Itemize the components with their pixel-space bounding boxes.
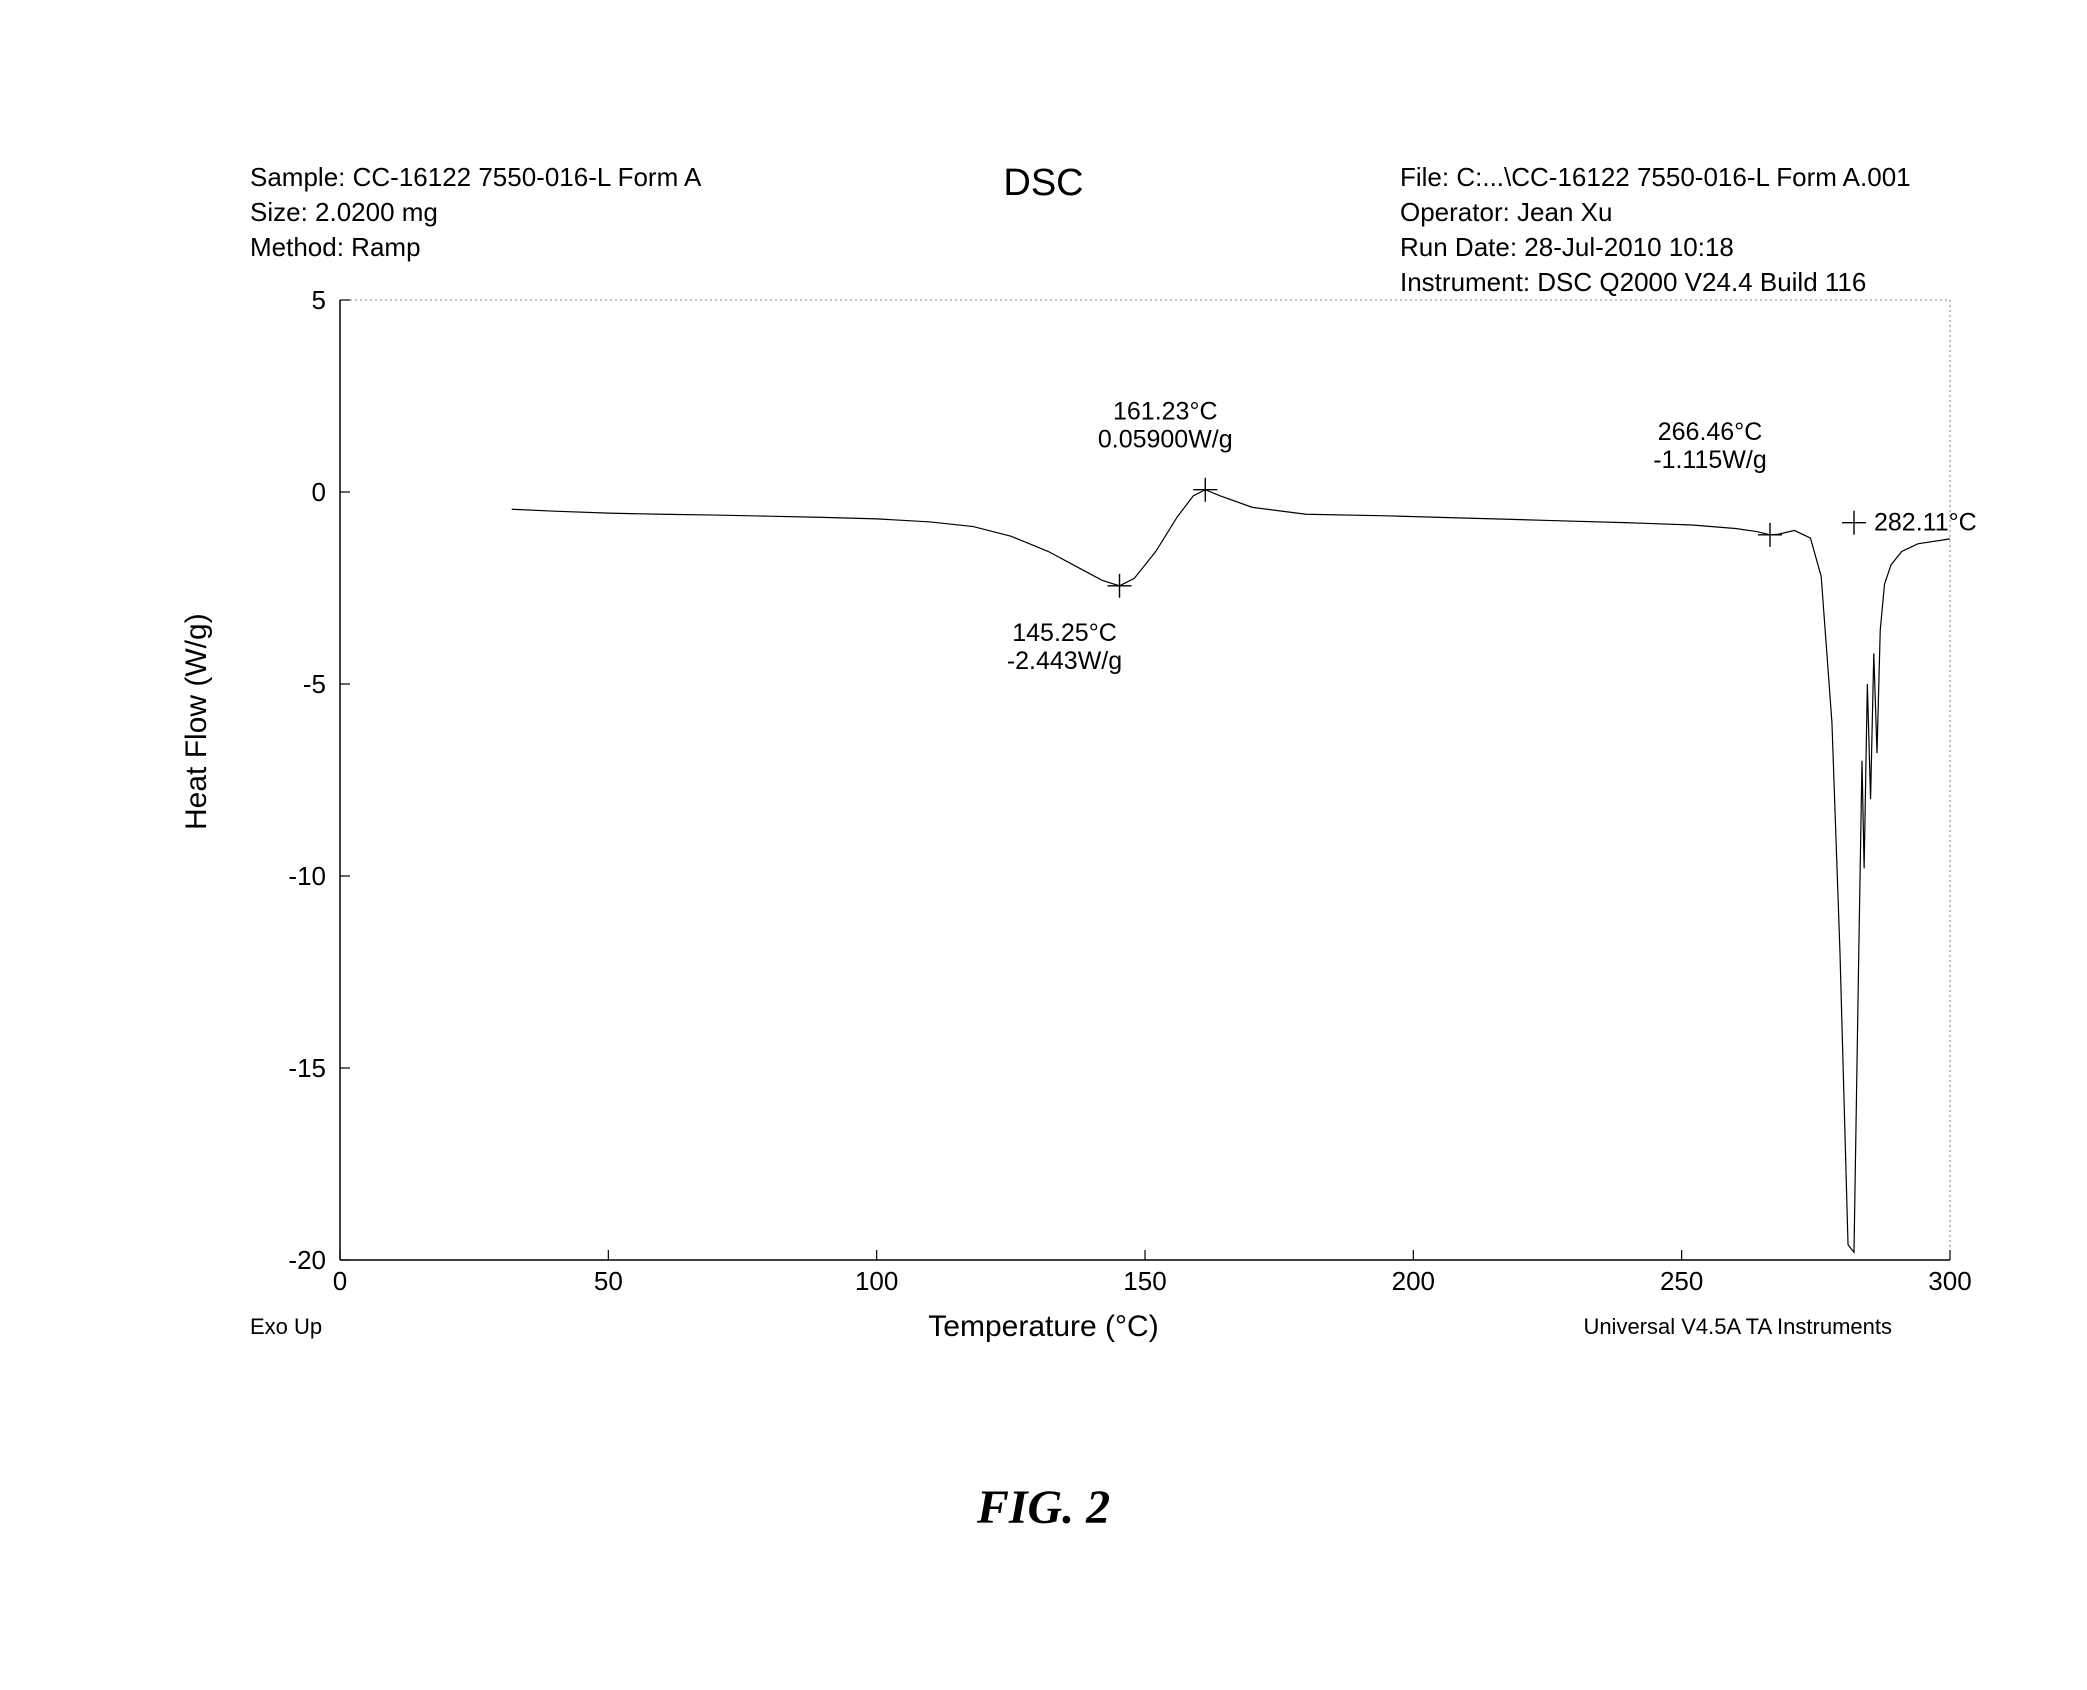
svg-text:266.46°C: 266.46°C [1658,418,1763,446]
svg-text:150: 150 [1123,1266,1166,1296]
svg-text:100: 100 [855,1266,898,1296]
svg-text:-5: -5 [303,669,326,699]
svg-text:282.11°C: 282.11°C [1874,509,1977,537]
dsc-chart: 0 50 100 150 200 250 300 -20 -15 -10 -5 0 5 161.23°C0… [0,0,2087,1690]
svg-text:-2.443W/g: -2.443W/g [1007,647,1122,675]
svg-text:200: 200 [1392,1266,1435,1296]
svg-text:0: 0 [312,477,326,507]
svg-text:300: 300 [1928,1266,1971,1296]
svg-text:-1.115W/g: -1.115W/g [1653,446,1766,474]
svg-text:50: 50 [594,1266,623,1296]
svg-text:-10: -10 [288,861,326,891]
svg-text:-15: -15 [288,1053,326,1083]
svg-text:0.05900W/g: 0.05900W/g [1098,426,1233,454]
svg-text:-20: -20 [288,1245,326,1275]
svg-text:0: 0 [333,1266,347,1296]
svg-text:161.23°C: 161.23°C [1113,398,1218,426]
svg-text:250: 250 [1660,1266,1703,1296]
figure-caption: FIG. 2 [0,1480,2087,1535]
svg-text:5: 5 [312,285,326,315]
svg-text:145.25°C: 145.25°C [1012,619,1117,647]
page-root: Sample: CC-16122 7550-016-L Form A Size:… [0,0,2087,1690]
